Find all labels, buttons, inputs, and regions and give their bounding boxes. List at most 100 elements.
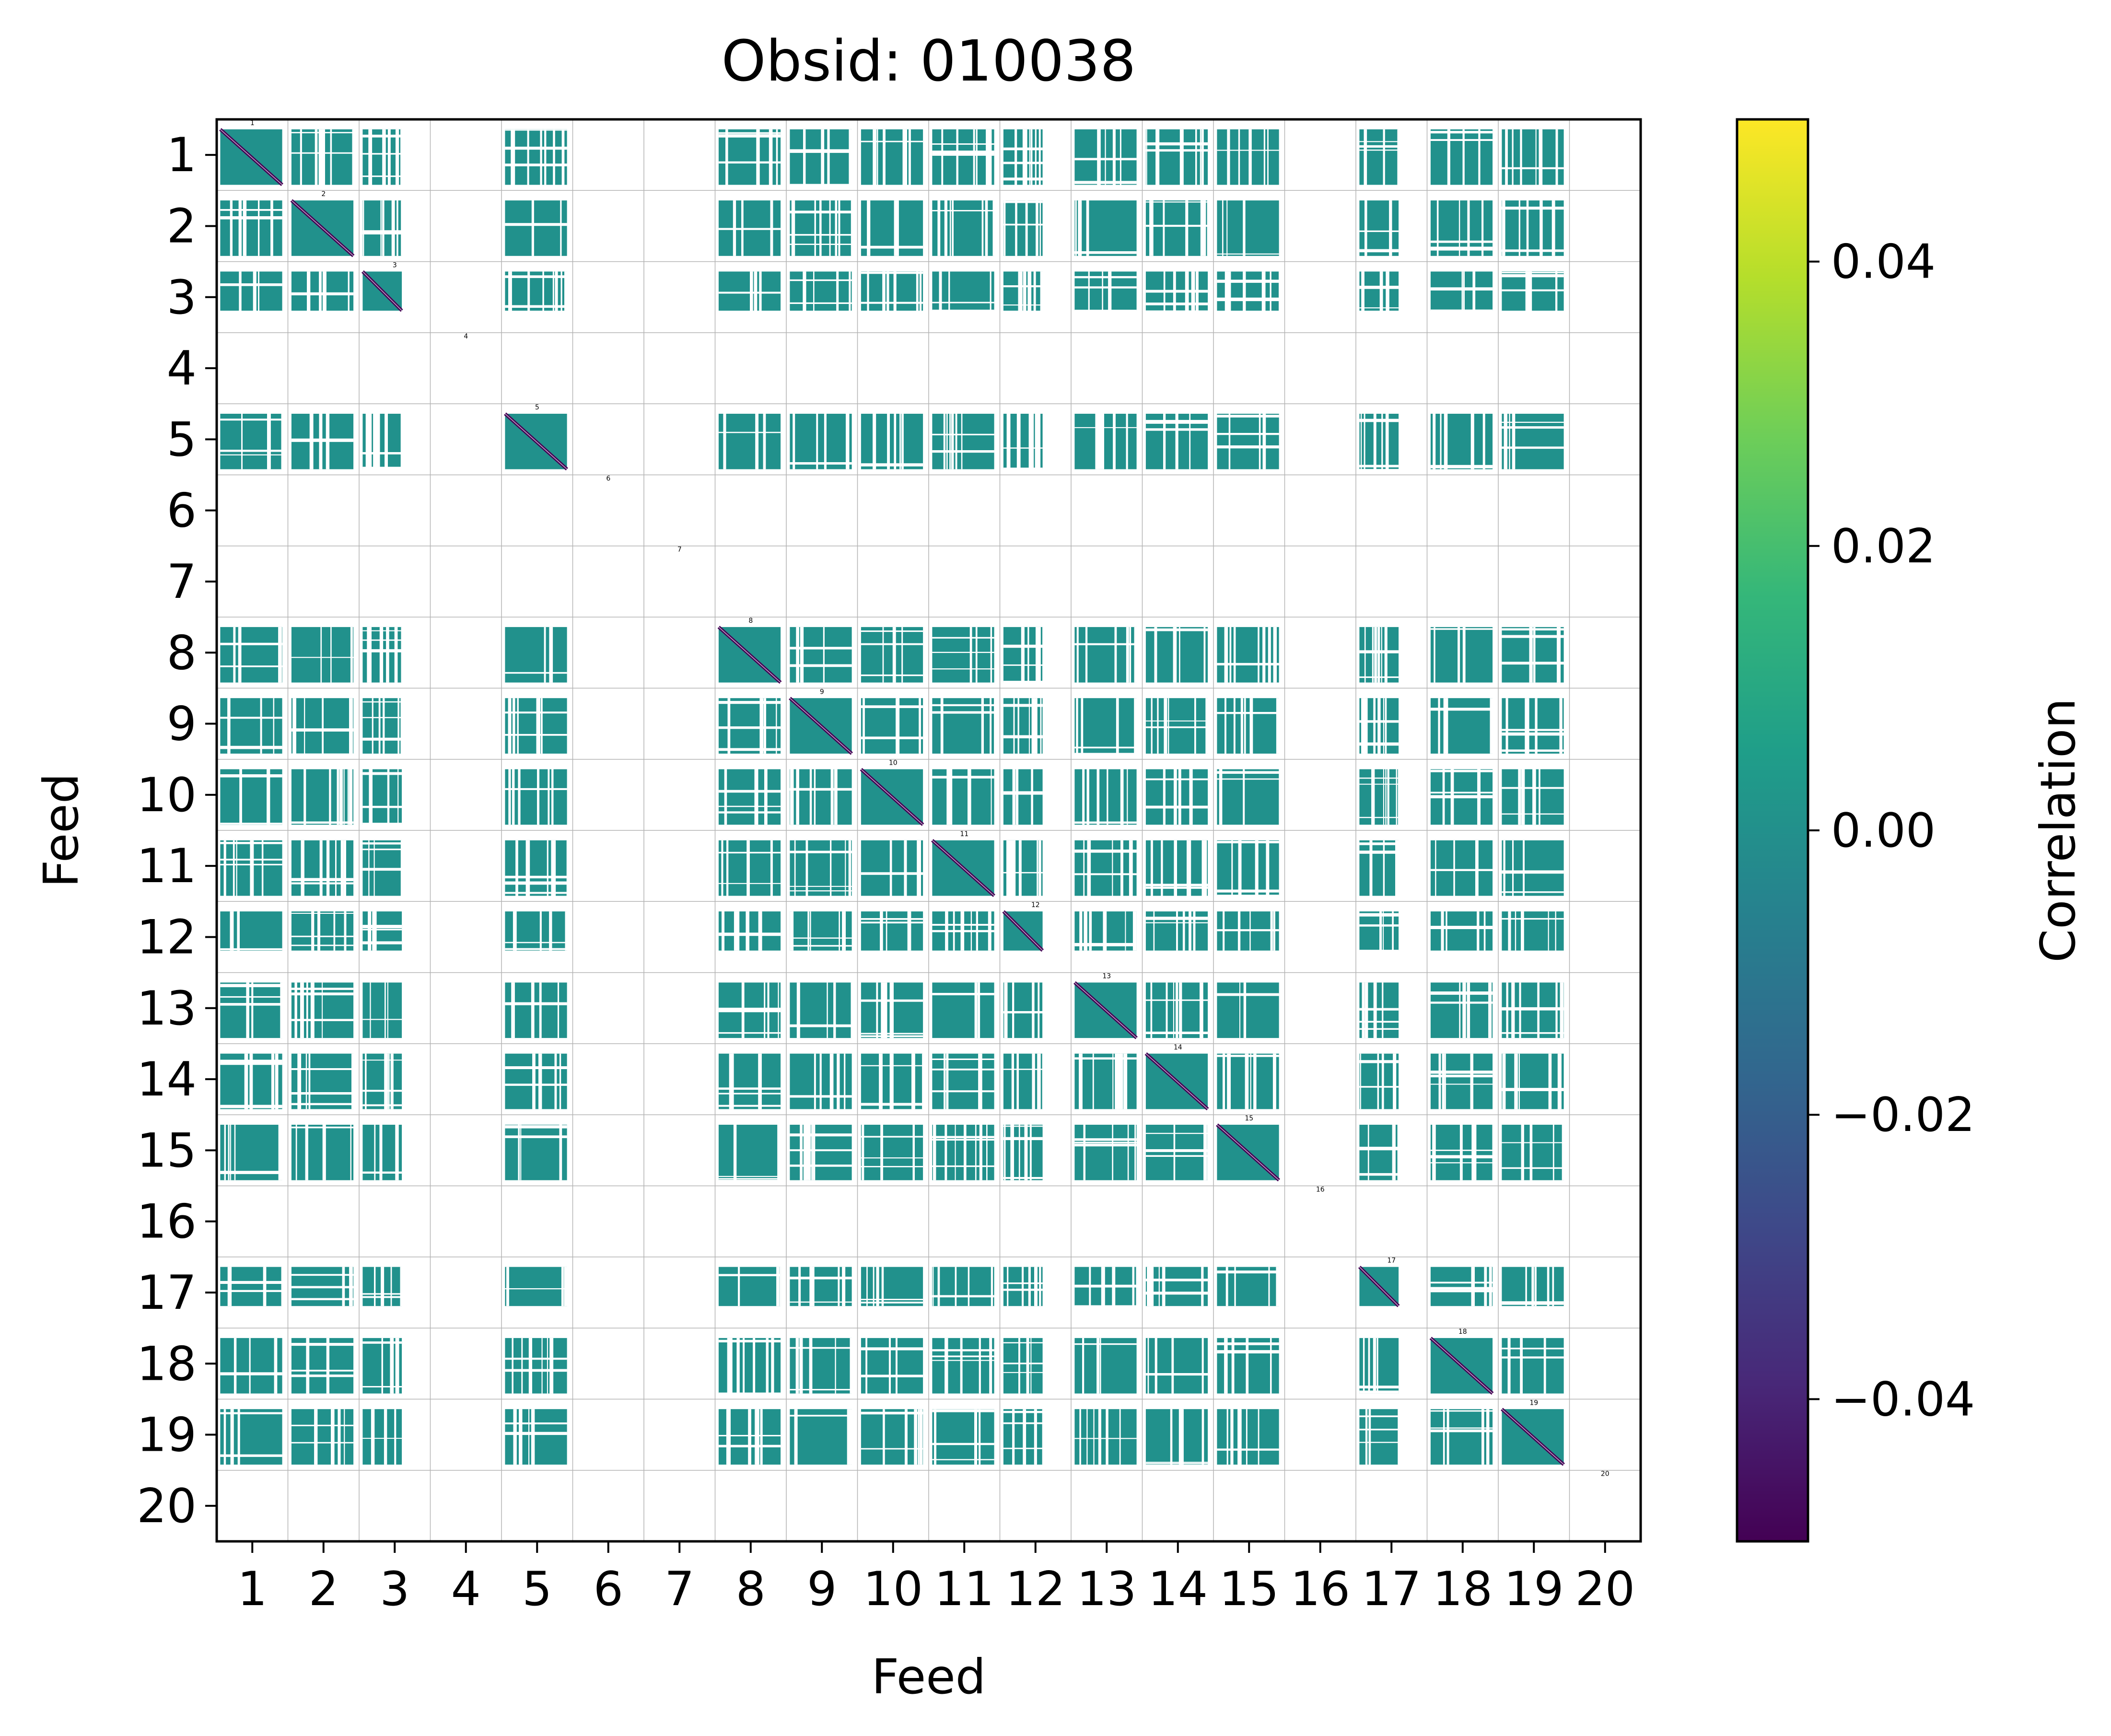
cell-feed-10-feed-13 — [1074, 769, 1137, 825]
y-tick-label: 12 — [137, 910, 197, 965]
cell-feed-2-feed-17 — [1359, 200, 1399, 256]
cell-feed-14-feed-12 — [1003, 1053, 1044, 1109]
cell-feed-8-feed-17 — [1359, 627, 1399, 683]
x-tick-label: 5 — [522, 1562, 552, 1617]
diagonal-label: 20 — [1601, 1470, 1609, 1478]
cell-feed-5-feed-14 — [1145, 414, 1208, 469]
cell-feed-14-feed-3 — [362, 1053, 402, 1109]
cell-feed-2-feed-18 — [1430, 200, 1493, 256]
cell-feed-18-feed-2 — [291, 1338, 354, 1394]
cell-feed-12-feed-11 — [932, 911, 994, 951]
cell-feed-17-feed-14 — [1145, 1267, 1208, 1306]
y-tick-label: 11 — [137, 839, 197, 894]
diagonal-block-feed-10 — [860, 768, 924, 826]
x-tick-label: 16 — [1290, 1562, 1350, 1617]
cell-feed-10-feed-9 — [790, 769, 852, 825]
cell-feed-3-feed-12 — [1003, 271, 1044, 311]
cell-feed-18-feed-8 — [718, 1338, 781, 1395]
x-tick-label: 12 — [1005, 1562, 1065, 1617]
cell-feed-14-feed-11 — [932, 1053, 994, 1109]
y-tick-label: 7 — [167, 555, 197, 609]
cell-feed-18-feed-14 — [1145, 1338, 1208, 1394]
diagonal-label: 12 — [1031, 901, 1040, 909]
cell-feed-1-feed-12 — [1003, 129, 1043, 185]
cell-feed-14-feed-1 — [220, 1053, 282, 1109]
cell-feed-2-feed-15 — [1217, 200, 1279, 256]
cell-feed-19-feed-12 — [1003, 1409, 1045, 1465]
plot-frame — [215, 118, 1642, 1543]
cell-feed-17-feed-8 — [718, 1267, 781, 1306]
x-tick-label: 17 — [1362, 1562, 1422, 1617]
cell-feed-15-feed-12 — [1003, 1125, 1043, 1180]
colorbar-tick-label: −0.04 — [1831, 1372, 1975, 1427]
cell-feed-13-feed-1 — [220, 982, 283, 1038]
cell-feed-13-feed-8 — [718, 982, 781, 1038]
x-tick-label: 6 — [594, 1562, 623, 1617]
x-tick-label: 10 — [863, 1562, 923, 1617]
cell-feed-17-feed-15 — [1217, 1267, 1280, 1306]
cell-feed-11-feed-13 — [1074, 840, 1137, 896]
cell-feed-2-feed-13 — [1074, 200, 1137, 256]
y-tick-label: 3 — [167, 270, 197, 325]
cell-feed-1-feed-13 — [1074, 129, 1137, 185]
diagonal-block-feed-2 — [290, 199, 355, 257]
cell-feed-15-feed-3 — [362, 1125, 402, 1180]
cell-feed-8-feed-18 — [1430, 627, 1493, 683]
cell-feed-19-feed-14 — [1145, 1409, 1208, 1465]
cell-feed-5-feed-11 — [932, 414, 994, 469]
cell-feed-17-feed-11 — [932, 1267, 994, 1306]
cell-feed-13-feed-10 — [861, 982, 923, 1038]
cell-feed-12-feed-8 — [718, 911, 781, 951]
cell-feed-10-feed-12 — [1003, 769, 1043, 825]
cell-feed-15-feed-19 — [1502, 1125, 1565, 1180]
cell-feed-2-feed-11 — [932, 200, 995, 256]
diagonal-block-feed-12 — [1002, 910, 1044, 952]
cell-feed-1-feed-2 — [291, 129, 354, 185]
cell-feed-12-feed-3 — [362, 911, 402, 951]
cell-feed-14-feed-19 — [1502, 1053, 1564, 1109]
diagonal-label: 13 — [1102, 973, 1111, 980]
cell-feed-8-feed-2 — [291, 627, 354, 683]
cell-feed-11-feed-14 — [1145, 840, 1208, 896]
cell-feed-10-feed-11 — [932, 769, 994, 825]
cell-feed-3-feed-8 — [718, 271, 781, 311]
cell-feed-15-feed-13 — [1074, 1125, 1137, 1180]
diagonal-label: 10 — [889, 759, 898, 767]
cell-feed-11-feed-1 — [220, 840, 282, 896]
cell-feed-11-feed-12 — [1003, 840, 1043, 896]
cell-feed-10-feed-19 — [1502, 769, 1564, 825]
chart-title: Obsid: 010038 — [722, 28, 1136, 94]
cell-feed-8-feed-10 — [861, 627, 923, 683]
cell-feed-13-feed-12 — [1003, 982, 1044, 1038]
cell-feed-14-feed-10 — [861, 1053, 926, 1109]
cell-feed-5-feed-10 — [861, 414, 923, 469]
y-axis-label: Feed — [33, 773, 89, 888]
diagonal-label: 4 — [464, 333, 468, 340]
cell-feed-18-feed-3 — [362, 1338, 402, 1394]
diagonal-label: 18 — [1458, 1328, 1467, 1336]
diagonal-label: 8 — [748, 617, 753, 625]
diagonal-label: 2 — [321, 190, 326, 198]
cell-feed-8-feed-1 — [220, 627, 282, 683]
cell-feed-1-feed-15 — [1217, 129, 1279, 185]
y-tick-label: 10 — [137, 768, 197, 823]
cell-feed-3-feed-9 — [790, 271, 852, 311]
cell-feed-17-feed-1 — [220, 1267, 284, 1306]
cell-feed-9-feed-12 — [1003, 698, 1043, 754]
y-tick-label: 15 — [137, 1123, 197, 1178]
cell-feed-1-feed-9 — [790, 129, 853, 186]
cell-feed-5-feed-9 — [790, 414, 852, 469]
cell-feed-10-feed-5 — [505, 769, 567, 825]
cell-feed-18-feed-17 — [1359, 1338, 1399, 1394]
cell-feed-9-feed-8 — [718, 698, 781, 754]
cell-feed-18-feed-12 — [1003, 1338, 1043, 1394]
cell-feed-11-feed-18 — [1430, 840, 1493, 896]
cell-feed-5-feed-13 — [1074, 414, 1137, 469]
x-tick-label: 8 — [736, 1562, 766, 1617]
cell-feed-17-feed-3 — [362, 1267, 404, 1306]
x-tick-label: 4 — [451, 1562, 481, 1617]
cell-feed-5-feed-15 — [1217, 414, 1279, 469]
cell-feed-1-feed-3 — [362, 129, 402, 185]
cell-feed-13-feed-5 — [505, 982, 567, 1038]
